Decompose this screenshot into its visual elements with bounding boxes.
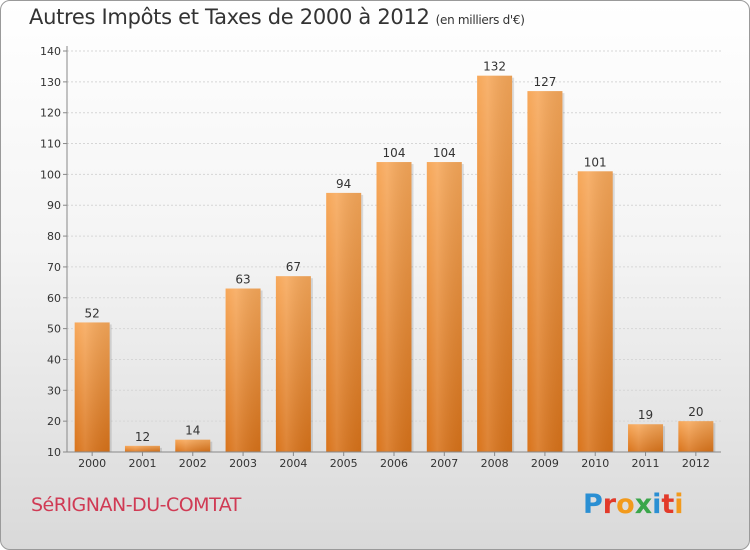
logo-letter: i (652, 489, 662, 520)
x-tick-label: 2000 (78, 457, 106, 470)
x-tick-label: 2008 (481, 457, 509, 470)
bar-value-label: 20 (688, 405, 703, 419)
chart-title-text: Autres Impôts et Taxes de 2000 à 2012 (29, 5, 430, 29)
x-tick-label: 2012 (682, 457, 710, 470)
x-tick-label: 2007 (430, 457, 458, 470)
bar-highlight (124, 445, 160, 452)
y-tick-label: 30 (47, 384, 61, 397)
logo-letter: x (634, 489, 653, 520)
x-tick-label: 2005 (330, 457, 358, 470)
y-tick-label: 110 (40, 138, 61, 151)
y-tick-label: 120 (40, 107, 61, 120)
x-tick-label: 2001 (128, 457, 156, 470)
y-tick-label: 100 (40, 168, 61, 181)
logo-letter: P (583, 489, 603, 520)
bar-highlight (225, 288, 261, 452)
bar-value-label: 52 (85, 306, 100, 320)
bar-highlight (477, 75, 513, 452)
bar-highlight (628, 424, 664, 452)
x-tick-label: 2004 (279, 457, 307, 470)
y-tick-label: 10 (47, 446, 61, 459)
bar-value-label: 14 (185, 424, 200, 438)
bar-value-label: 132 (483, 60, 506, 74)
bar-highlight (275, 276, 311, 452)
bar-value-label: 104 (383, 146, 406, 160)
x-tick-label: 2003 (229, 457, 257, 470)
logo-letter: o (616, 489, 635, 520)
x-tick-label: 2011 (632, 457, 660, 470)
y-tick-label: 20 (47, 415, 61, 428)
bar-highlight (74, 322, 110, 452)
bar-highlight (527, 91, 563, 452)
bar-highlight (426, 162, 462, 453)
y-tick-label: 70 (47, 261, 61, 274)
y-tick-label: 90 (47, 199, 61, 212)
logo-letter: r (602, 489, 617, 520)
chart-title: Autres Impôts et Taxes de 2000 à 2012 (en… (29, 5, 525, 29)
bar-value-label: 127 (533, 75, 556, 89)
bar-value-label: 67 (286, 260, 301, 274)
x-tick-label: 2010 (581, 457, 609, 470)
y-tick-label: 80 (47, 230, 61, 243)
chart-unit: (en milliers d'€) (435, 13, 525, 27)
bar-highlight (326, 192, 362, 452)
bar-value-label: 12 (135, 430, 150, 444)
bar-value-label: 63 (235, 273, 250, 287)
logo-letter: t (661, 489, 675, 520)
x-tick-label: 2009 (531, 457, 559, 470)
bar-value-label: 19 (638, 408, 653, 422)
proxiti-logo: Proxiti (583, 489, 684, 520)
x-tick-label: 2002 (179, 457, 207, 470)
bar-value-label: 94 (336, 177, 351, 191)
y-tick-label: 40 (47, 353, 61, 366)
y-tick-label: 50 (47, 323, 61, 336)
bar-highlight (175, 439, 211, 452)
y-tick-label: 60 (47, 292, 61, 305)
logo-letter: i (674, 489, 684, 520)
bar-highlight (678, 421, 714, 452)
y-tick-label: 140 (40, 45, 61, 58)
bar-value-label: 104 (433, 146, 456, 160)
y-tick-label: 130 (40, 76, 61, 89)
x-tick-label: 2006 (380, 457, 408, 470)
bar-highlight (577, 171, 613, 453)
bar-highlight (376, 162, 412, 453)
bar-value-label: 101 (584, 155, 607, 169)
commune-name: SéRIGNAN-DU-COMTAT (31, 494, 241, 516)
